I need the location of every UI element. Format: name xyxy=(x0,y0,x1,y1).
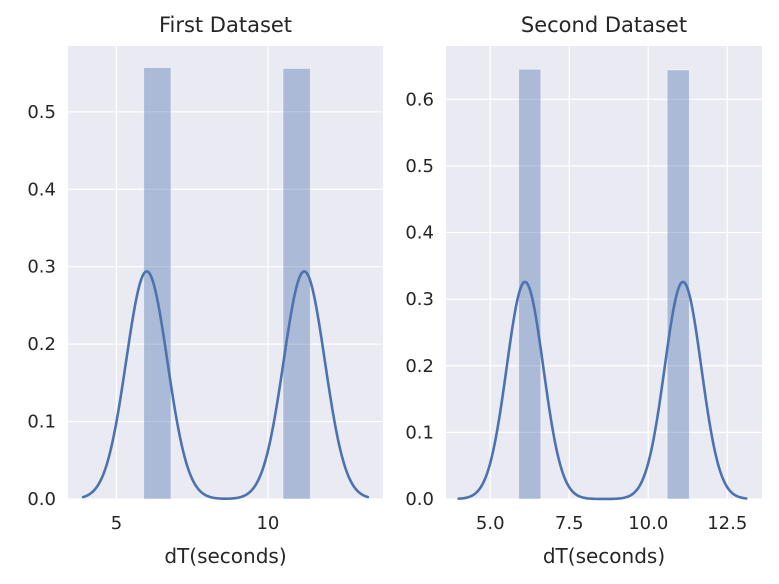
kde-line xyxy=(81,270,370,501)
y-tick-label: 0.5 xyxy=(405,156,434,177)
y-tick-label: 0.3 xyxy=(27,257,56,278)
y-tick-label: 0.0 xyxy=(405,489,434,510)
y-tick-label: 0.4 xyxy=(27,179,56,200)
kde-line xyxy=(457,280,748,501)
y-tick-label: 0.6 xyxy=(405,89,434,110)
y-tick-label: 0.2 xyxy=(405,356,434,377)
chart-title: First Dataset xyxy=(159,13,292,37)
x-tick-label: 12.5 xyxy=(707,513,747,534)
histogram-bar xyxy=(143,67,172,500)
y-tick-label: 0.3 xyxy=(405,289,434,310)
histogram-bar xyxy=(518,68,542,500)
x-tick-label: 10.0 xyxy=(628,513,668,534)
subplot-1: 0.0 0.1 0.2 0.3 0.4 0.5 5 10 First Dataset dT(sec… xyxy=(27,13,383,568)
y-tick-label: 0.5 xyxy=(27,102,56,123)
x-tick-label: 5 xyxy=(111,513,122,534)
y-tick-label: 0.1 xyxy=(27,412,56,433)
y-tick-label: 0.2 xyxy=(27,334,56,355)
x-tick-label: 10 xyxy=(256,513,279,534)
y-tick-label: 0.0 xyxy=(27,489,56,510)
y-tick-label: 0.1 xyxy=(405,422,434,443)
x-axis-label: dT(seconds) xyxy=(543,544,665,568)
histogram-bar xyxy=(666,69,690,500)
subplot-2: 0.0 0.1 0.2 0.3 0.4 0.5 0.6 5.0 7.5 10.0 12.5 Secon… xyxy=(405,13,762,568)
plot-area xyxy=(68,46,383,499)
y-tick-label: 0.4 xyxy=(405,223,434,244)
x-tick-label: 7.5 xyxy=(555,513,584,534)
x-tick-label: 5.0 xyxy=(476,513,505,534)
x-axis-label: dT(seconds) xyxy=(164,544,286,568)
chart-title: Second Dataset xyxy=(521,13,687,37)
plot-area xyxy=(446,46,762,499)
